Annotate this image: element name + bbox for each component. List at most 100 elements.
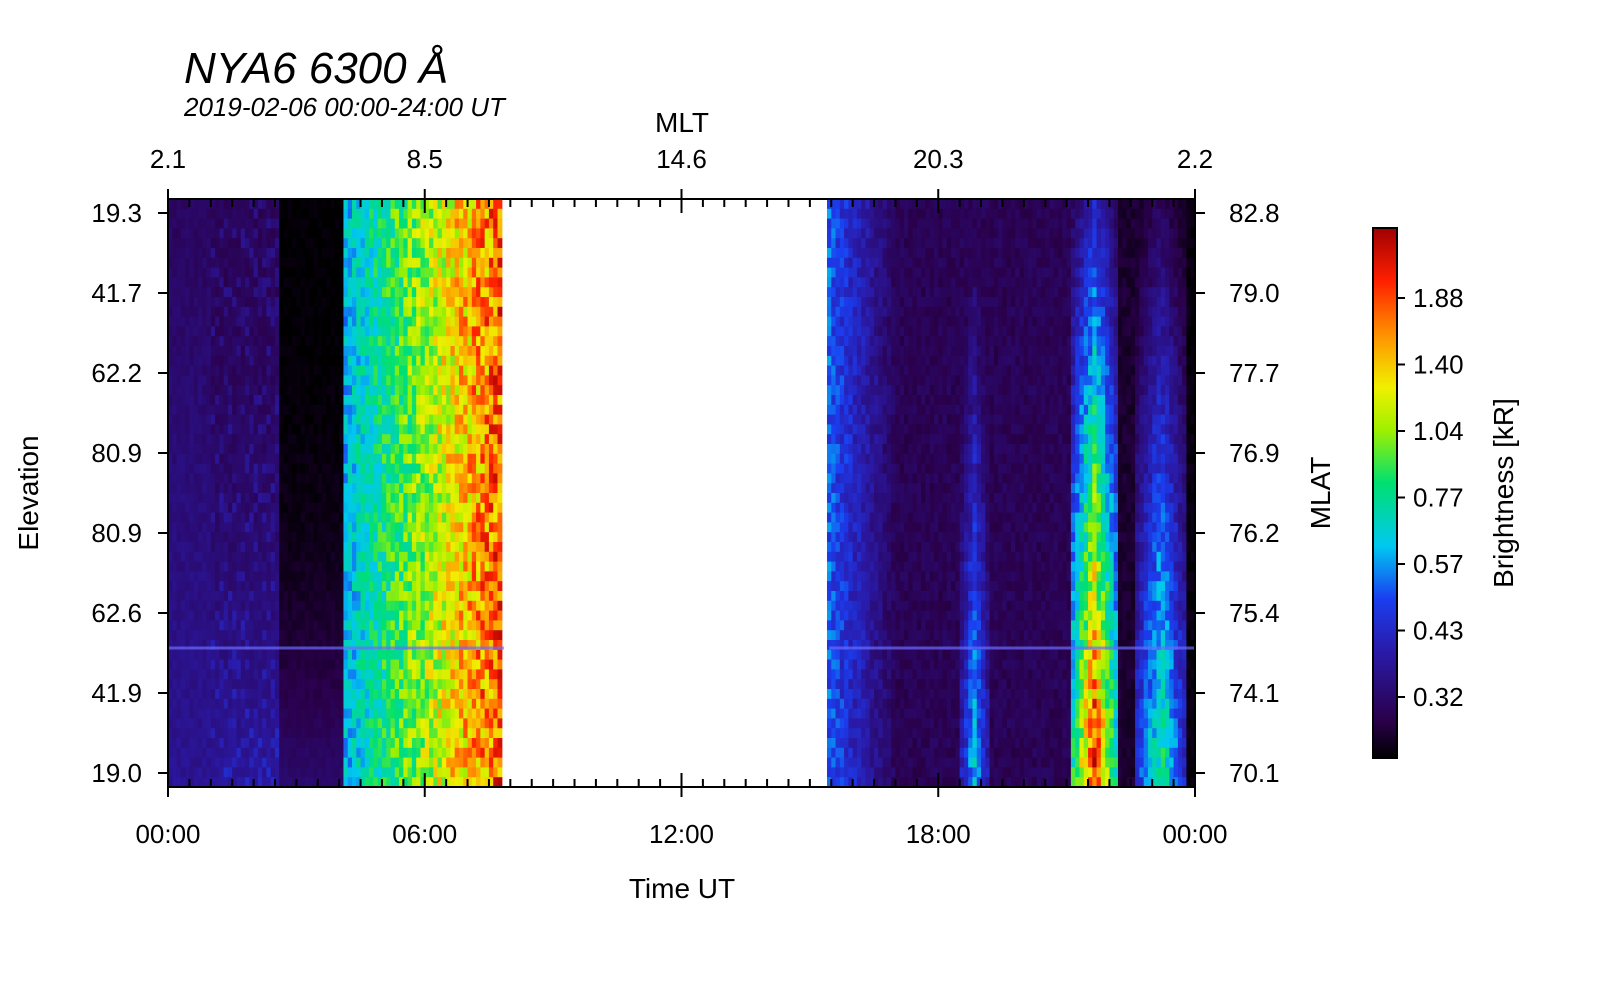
heatmap-cell <box>206 316 212 327</box>
heatmap-cell <box>185 218 190 229</box>
heatmap-cell <box>390 649 396 661</box>
heatmap-cell <box>839 404 845 416</box>
heatmap-cell <box>232 581 238 592</box>
heatmap-cell <box>236 385 242 396</box>
heatmap-cell <box>493 355 499 367</box>
heatmap-cell <box>497 640 503 651</box>
heatmap-cell <box>262 777 268 787</box>
heatmap-cell <box>831 375 837 386</box>
heatmap-cell <box>283 718 289 729</box>
heatmap-cell <box>399 277 404 288</box>
heatmap-cell <box>279 385 285 396</box>
heatmap-cell <box>377 248 383 259</box>
heatmap-cell <box>480 483 486 494</box>
heatmap-cell <box>407 277 413 288</box>
heatmap-cell <box>189 434 195 445</box>
heatmap-cell <box>497 228 503 239</box>
heatmap-cell <box>476 453 481 465</box>
heatmap-cell <box>394 747 400 759</box>
heatmap-cell <box>245 424 250 435</box>
heatmap-cell <box>411 463 417 474</box>
heatmap-cell <box>189 659 195 670</box>
heatmap-cell <box>168 483 173 494</box>
heatmap-cell <box>347 522 353 533</box>
heatmap-cell <box>429 434 434 445</box>
heatmap-cell <box>429 297 434 308</box>
heatmap-cell <box>202 277 208 288</box>
heatmap-cell <box>386 483 392 494</box>
heatmap-cell <box>334 747 340 759</box>
heatmap-cell <box>245 689 250 700</box>
heatmap-cell <box>343 463 349 474</box>
heatmap-cell <box>202 600 208 612</box>
heatmap-cell <box>283 512 289 523</box>
heatmap-cell <box>403 522 409 533</box>
heatmap-cell <box>287 728 293 739</box>
heatmap-cell <box>458 669 464 680</box>
heatmap-cell <box>326 424 332 435</box>
heatmap-cell <box>458 414 464 425</box>
heatmap-cell <box>493 395 499 406</box>
heatmap-cell <box>313 228 319 239</box>
heatmap-cell <box>185 679 190 690</box>
heatmap-cell <box>403 551 409 563</box>
heatmap-cell <box>287 483 293 494</box>
heatmap-cell <box>450 248 456 259</box>
heatmap-cell <box>403 375 409 386</box>
heatmap-cell <box>322 640 327 651</box>
heatmap-cell <box>236 199 242 210</box>
heatmap-cell <box>266 561 272 572</box>
heatmap-cell <box>313 414 319 425</box>
heatmap-cell <box>484 316 490 327</box>
heatmap-cell <box>317 248 323 259</box>
heatmap-cell <box>373 316 379 327</box>
heatmap-cell <box>497 728 503 739</box>
heatmap-cell <box>287 532 293 543</box>
heatmap-cell <box>274 355 280 367</box>
heatmap-cell <box>292 502 297 514</box>
heatmap-cell <box>262 571 268 582</box>
heatmap-cell <box>227 385 233 396</box>
heatmap-cell <box>249 747 255 759</box>
heatmap-cell <box>437 600 443 612</box>
heatmap-cell <box>292 620 297 631</box>
heatmap-cell <box>279 453 285 465</box>
heatmap-cell <box>240 414 246 425</box>
heatmap-cell <box>223 571 229 582</box>
heatmap-cell <box>202 248 208 259</box>
heatmap-cell <box>339 287 345 298</box>
heatmap-cell <box>176 473 182 484</box>
heatmap-cell <box>826 551 832 563</box>
heatmap-cell <box>386 336 392 347</box>
heatmap-cell <box>497 620 503 631</box>
heatmap-cell <box>471 610 477 621</box>
heatmap-cell <box>446 757 452 768</box>
heatmap-cell <box>835 473 841 484</box>
heatmap-cell <box>497 669 503 680</box>
heatmap-cell <box>300 571 306 582</box>
heatmap-cell <box>386 248 392 259</box>
heatmap-cell <box>249 708 255 719</box>
heatmap-cell <box>227 228 233 239</box>
heatmap-cell <box>356 493 362 504</box>
heatmap-cell <box>399 453 404 465</box>
heatmap-cell <box>266 267 272 278</box>
heatmap-cell <box>180 728 186 739</box>
heatmap-cell <box>497 689 503 700</box>
heatmap-cell <box>476 424 481 435</box>
heatmap-cell <box>399 238 404 249</box>
heatmap-cell <box>334 689 340 700</box>
heatmap-cell <box>493 718 499 729</box>
heatmap-cell <box>215 767 220 778</box>
heatmap-cell <box>197 385 203 396</box>
heatmap-cell <box>839 708 845 719</box>
heatmap-cell <box>296 434 302 445</box>
heatmap-cell <box>458 561 464 572</box>
heatmap-cell <box>373 326 379 337</box>
heatmap-cell <box>236 600 242 612</box>
heatmap-cell <box>424 669 430 680</box>
heatmap-cell <box>339 375 345 386</box>
heatmap-cell <box>176 502 182 514</box>
heatmap-cell <box>197 375 203 386</box>
heatmap-cell <box>172 199 178 210</box>
